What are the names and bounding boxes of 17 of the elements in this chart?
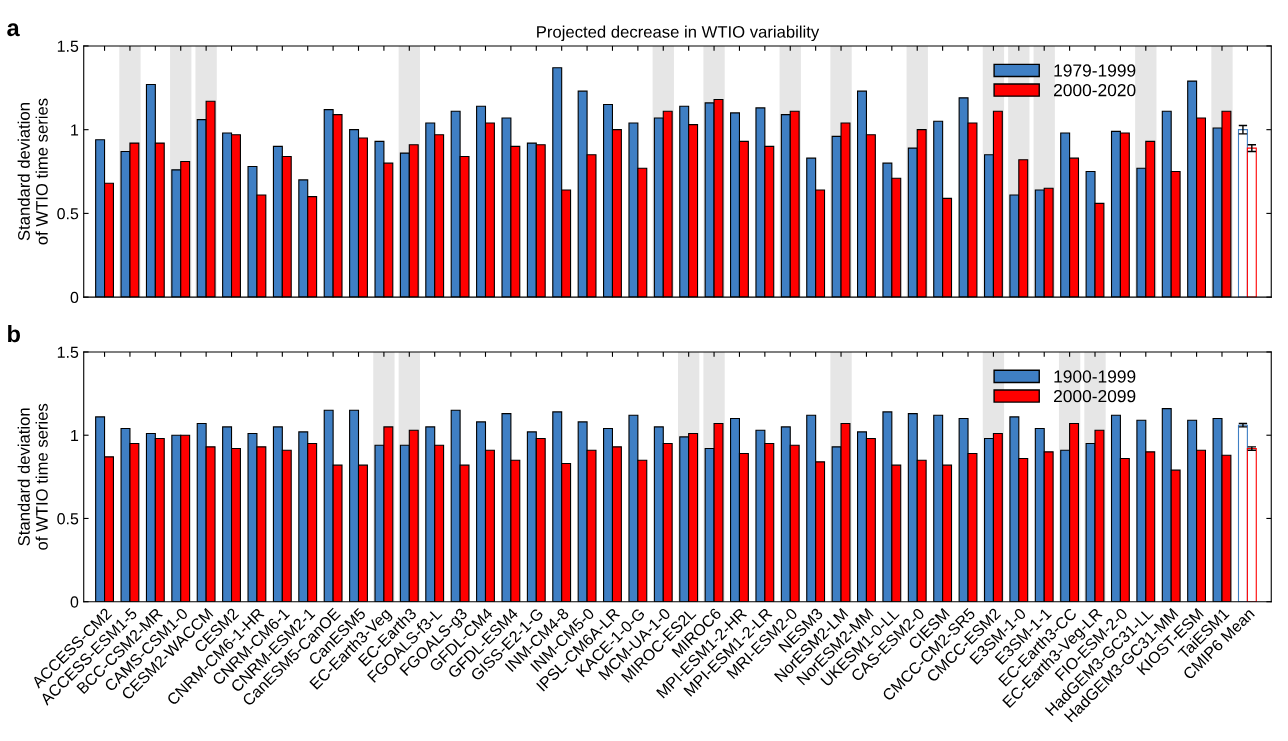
y-axis-title: Standard deviation of WTIO time series xyxy=(17,98,48,245)
y-tick-label: 0 xyxy=(70,291,79,304)
y-tick-label: 0.5 xyxy=(57,513,79,525)
text: a xyxy=(7,23,20,37)
legend-label: 1900-1999 xyxy=(1054,370,1136,383)
y-tick-label: 0 xyxy=(70,596,79,608)
y-tick-label: 1.5 xyxy=(57,40,79,52)
y-tick-label: 1.5 xyxy=(57,346,79,358)
y-tick-label: 0.5 xyxy=(57,208,79,220)
y-axis-title: Standard deviation of WTIO time series xyxy=(17,403,48,550)
y-tick-label: 1 xyxy=(71,124,79,136)
text: b xyxy=(8,324,20,343)
legend-label: 2000-2020 xyxy=(1054,84,1136,97)
legend-label: 2000-2099 xyxy=(1054,390,1136,403)
y-tick-label: 1 xyxy=(71,430,79,441)
chart-title: Projected decrease in WTIO variability xyxy=(537,25,820,42)
legend-label: 1979-1999 xyxy=(1054,64,1136,77)
